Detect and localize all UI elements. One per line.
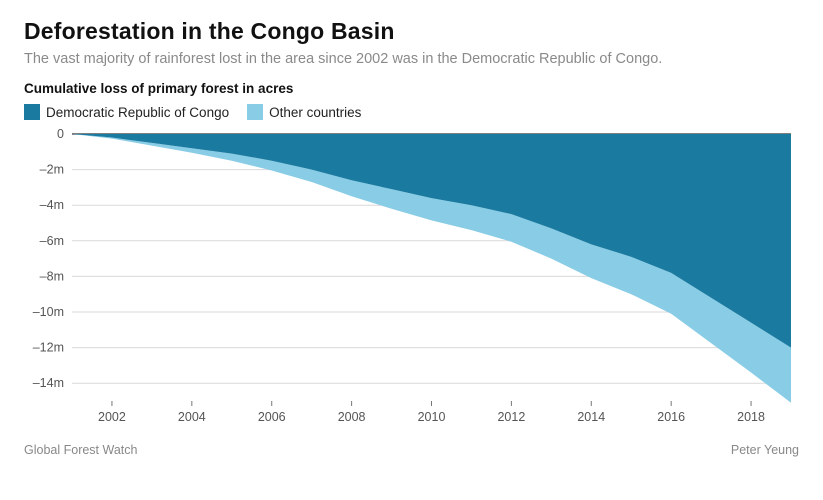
chart: 0–2m–4m–6m–8m–10m–12m–14m 20022004200620… xyxy=(24,128,799,433)
x-tick-label: 2010 xyxy=(418,410,446,424)
y-tick-label: –10m xyxy=(33,305,64,319)
y-tick-label: –12m xyxy=(33,341,64,355)
y-axis: 0 –2m –4m –6m –8m –10m –12m –14m xyxy=(33,128,64,390)
legend-item-drc: Democratic Republic of Congo xyxy=(24,104,229,120)
x-tick-label: 2012 xyxy=(497,410,525,424)
legend-label-other: Other countries xyxy=(269,105,361,120)
x-tick-label: 2016 xyxy=(657,410,685,424)
y-tick-label: –8m xyxy=(40,269,64,283)
x-tick-label: 2014 xyxy=(577,410,605,424)
x-tick-label: 2008 xyxy=(338,410,366,424)
source: Global Forest Watch xyxy=(24,443,137,457)
y-axis-title: Cumulative loss of primary forest in acr… xyxy=(24,81,799,96)
chart-svg: 0–2m–4m–6m–8m–10m–12m–14m 20022004200620… xyxy=(24,128,799,433)
y-tick-label: –14m xyxy=(33,376,64,390)
legend-item-other: Other countries xyxy=(247,104,361,120)
y-tick-label: –6m xyxy=(40,234,64,248)
legend-swatch-other xyxy=(247,104,263,120)
x-tick-label: 2006 xyxy=(258,410,286,424)
x-axis: 2002 2004 2006 2008 2010 2012 2014 2016 2018 xyxy=(98,401,765,424)
legend: Democratic Republic of Congo Other count… xyxy=(24,104,799,120)
y-tick-label: 0 xyxy=(57,128,64,141)
legend-label-drc: Democratic Republic of Congo xyxy=(46,105,229,120)
x-tick-label: 2004 xyxy=(178,410,206,424)
x-tick-label: 2002 xyxy=(98,410,126,424)
page-title: Deforestation in the Congo Basin xyxy=(24,18,799,45)
legend-swatch-drc xyxy=(24,104,40,120)
x-tick-label: 2018 xyxy=(737,410,765,424)
y-tick-label: –2m xyxy=(40,163,64,177)
credit: Peter Yeung xyxy=(731,443,799,457)
y-tick-label: –4m xyxy=(40,198,64,212)
subtitle: The vast majority of rainforest lost in … xyxy=(24,51,799,67)
